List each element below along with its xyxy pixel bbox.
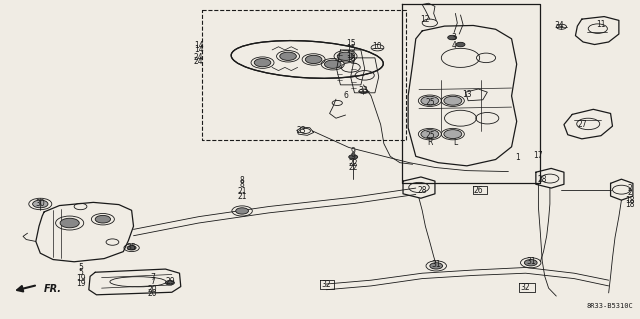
Circle shape <box>448 35 457 40</box>
Polygon shape <box>519 283 534 292</box>
Circle shape <box>33 200 48 208</box>
Text: 35: 35 <box>127 243 136 252</box>
Text: 10: 10 <box>372 42 382 51</box>
Text: 20: 20 <box>148 285 157 294</box>
Text: 24: 24 <box>194 53 204 62</box>
Text: 29: 29 <box>165 277 175 286</box>
Text: 25: 25 <box>425 98 435 107</box>
Text: 27: 27 <box>577 120 587 129</box>
Text: 11: 11 <box>596 20 605 29</box>
Text: 26: 26 <box>474 186 483 195</box>
Text: 20: 20 <box>148 289 157 298</box>
Text: 15: 15 <box>346 44 355 53</box>
Polygon shape <box>297 127 314 135</box>
Text: 19: 19 <box>76 274 85 283</box>
Text: 16: 16 <box>346 51 355 60</box>
Text: 16: 16 <box>346 55 355 64</box>
Text: 5: 5 <box>78 263 83 272</box>
Text: 17: 17 <box>534 151 543 160</box>
Polygon shape <box>473 186 487 195</box>
Circle shape <box>349 155 358 159</box>
Text: 28: 28 <box>538 175 547 184</box>
Text: 31: 31 <box>526 257 536 266</box>
Text: 19: 19 <box>76 279 85 288</box>
Text: 32: 32 <box>521 283 531 292</box>
Text: 8R33-B5310C: 8R33-B5310C <box>586 303 633 309</box>
Text: 34: 34 <box>555 21 564 30</box>
Circle shape <box>324 60 341 68</box>
Circle shape <box>524 260 537 266</box>
Text: 23: 23 <box>296 126 306 135</box>
Text: 5: 5 <box>78 268 83 277</box>
Circle shape <box>236 208 248 214</box>
Circle shape <box>166 280 174 285</box>
Polygon shape <box>408 26 516 166</box>
Text: 31: 31 <box>431 260 441 270</box>
Circle shape <box>305 55 322 63</box>
Text: 21: 21 <box>237 192 247 201</box>
Text: 9: 9 <box>351 147 356 156</box>
Circle shape <box>456 42 465 47</box>
Circle shape <box>337 52 354 60</box>
Text: 32: 32 <box>321 279 331 288</box>
Text: 9: 9 <box>351 152 356 161</box>
Circle shape <box>280 52 296 60</box>
Text: 12: 12 <box>420 15 430 24</box>
Text: 8: 8 <box>240 176 244 185</box>
Text: 28: 28 <box>417 186 427 195</box>
Text: 3: 3 <box>452 33 456 42</box>
Text: 2: 2 <box>627 184 632 193</box>
Polygon shape <box>320 280 334 289</box>
Circle shape <box>254 58 271 67</box>
Text: 33: 33 <box>358 86 368 95</box>
Circle shape <box>430 263 443 269</box>
Polygon shape <box>564 109 612 139</box>
Text: 22: 22 <box>348 163 358 172</box>
Text: 15: 15 <box>346 39 355 48</box>
Text: 24: 24 <box>194 57 204 66</box>
Circle shape <box>444 130 462 138</box>
Polygon shape <box>575 17 619 45</box>
Text: 21: 21 <box>237 187 247 197</box>
Text: 2: 2 <box>627 188 632 197</box>
Text: 14: 14 <box>194 45 204 55</box>
Text: 30: 30 <box>35 199 45 208</box>
Circle shape <box>95 215 111 223</box>
Text: FR.: FR. <box>44 284 62 294</box>
Circle shape <box>421 130 439 138</box>
Text: 14: 14 <box>194 41 204 50</box>
Text: 25: 25 <box>425 131 435 140</box>
Polygon shape <box>337 50 365 85</box>
Text: 7: 7 <box>150 277 155 286</box>
Text: 22: 22 <box>348 159 358 168</box>
Circle shape <box>444 96 462 105</box>
Polygon shape <box>89 269 180 295</box>
Text: 1: 1 <box>516 153 520 162</box>
Circle shape <box>127 246 136 250</box>
Polygon shape <box>36 202 134 262</box>
Polygon shape <box>351 58 379 93</box>
Ellipse shape <box>231 41 383 78</box>
Circle shape <box>421 96 439 105</box>
Text: 8: 8 <box>240 181 244 189</box>
Polygon shape <box>403 177 435 198</box>
Text: 13: 13 <box>462 90 472 99</box>
Circle shape <box>60 218 79 228</box>
Text: 4: 4 <box>452 41 456 50</box>
Polygon shape <box>466 89 487 101</box>
Text: 7: 7 <box>150 273 155 282</box>
Text: R: R <box>427 138 433 147</box>
Text: L: L <box>453 138 458 147</box>
Text: 6: 6 <box>343 92 348 100</box>
Text: 18: 18 <box>625 196 634 205</box>
Polygon shape <box>536 168 564 188</box>
Text: 18: 18 <box>625 200 634 209</box>
Polygon shape <box>611 179 633 200</box>
